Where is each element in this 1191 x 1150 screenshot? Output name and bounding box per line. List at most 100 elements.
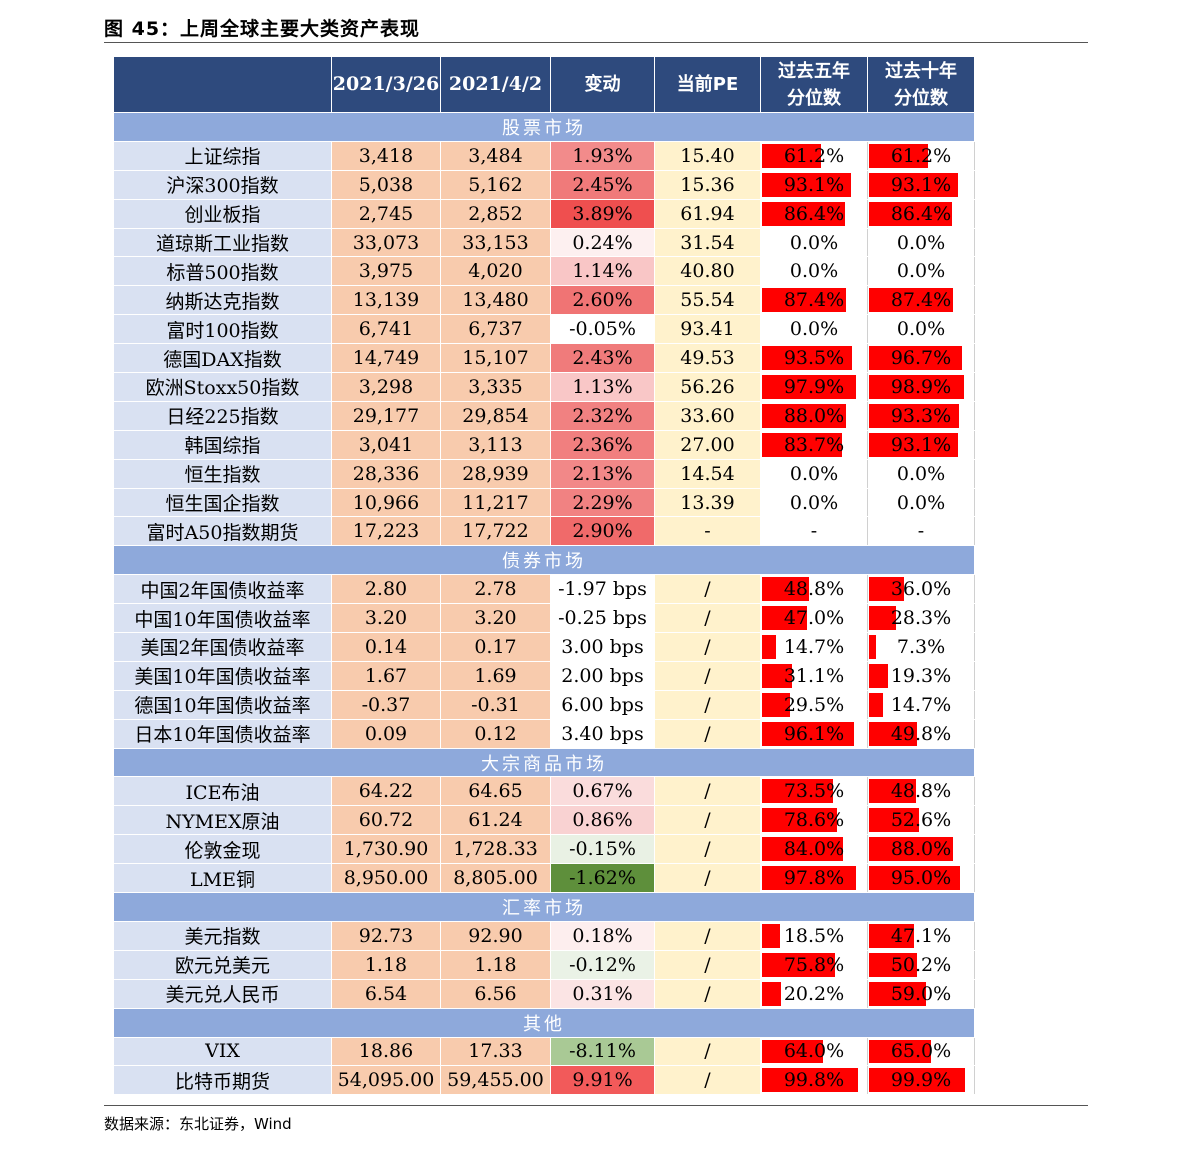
pe-cell: / [654,718,761,749]
percentile-5y-bar [762,923,780,948]
table-row: 沪深300指数 5,038 5,162 2.45% 15.36 93.1% 93.1% [113,169,975,200]
percentile-10y-value: 93.1% [890,433,952,456]
asset-name: 中国10年国债收益率 [113,603,332,634]
percentile-10y-bar [869,635,876,659]
change-cell: 2.00 bps [550,660,655,691]
value-prev-week: 2,745 [331,198,441,229]
percentile-10y-cell: 93.1% [867,169,975,200]
change-cell: 0.24% [550,227,655,258]
value-prev-week: 33,073 [331,227,441,258]
pe-cell: / [654,863,761,894]
percentile-10y-bar [869,606,897,631]
value-prev-week: 5,038 [331,169,441,200]
percentile-5y-bar [762,952,835,977]
value-prev-week: 1,730.90 [331,834,441,865]
percentile-10y-value: 28.3% [890,607,952,630]
value-prev-week: 6,741 [331,314,441,345]
value-this-week: 28,939 [440,458,551,489]
value-this-week: 1.18 [440,949,551,980]
percentile-5y-value: 47.0% [783,607,845,630]
value-this-week: 2.78 [440,574,551,605]
percentile-10y-bar [869,403,959,428]
value-prev-week: 8,950.00 [331,863,441,894]
change-cell: -1.62% [550,863,655,894]
percentile-5y-cell: 61.2% [760,140,868,171]
value-this-week: 5,162 [440,169,551,200]
percentile-5y-cell: 97.8% [760,863,868,894]
asset-name: 标普500指数 [113,256,332,287]
percentile-10y-bar [869,808,920,833]
header-date2: 2021/4/2 [440,56,551,113]
value-this-week: 61.24 [440,805,551,836]
percentile-5y-value: 87.4% [783,289,845,312]
table-row: 德国DAX指数 14,749 15,107 2.43% 49.53 93.5% 96.7% [113,343,975,374]
percentile-5y-value: 0.0% [789,462,839,485]
asset-name: 伦敦金现 [113,834,332,865]
value-prev-week: 60.72 [331,805,441,836]
percentile-5y-value: 97.9% [783,375,845,398]
percentile-5y-bar [762,721,855,746]
value-this-week: 3,335 [440,372,551,402]
asset-name: LME铜 [113,863,332,894]
percentile-10y-value: 65.0% [890,1040,952,1063]
asset-name: 纳斯达克指数 [113,285,332,316]
change-cell: -0.15% [550,834,655,865]
asset-performance-table: 2021/3/26 2021/4/2 变动 当前PE 过去五年 分位数 过去十年… [113,56,975,1096]
percentile-10y-cell: 88.0% [867,834,975,865]
percentile-5y-cell: 18.5% [760,920,868,951]
pe-cell: / [654,920,761,951]
pe-cell: / [654,1065,761,1096]
percentile-10y-value: 0.0% [896,491,946,514]
change-cell: 0.67% [550,776,655,807]
bottom-rule [104,1105,1088,1106]
percentile-10y-cell: 87.4% [867,285,975,316]
change-cell: 2.90% [550,516,655,547]
percentile-5y-bar [762,692,791,717]
value-prev-week: 17,223 [331,516,441,547]
percentile-10y-cell: - [867,516,975,547]
percentile-10y-cell: 52.6% [867,805,975,836]
asset-name: 恒生国企指数 [113,487,332,518]
percentile-5y-cell: 87.4% [760,285,868,316]
section-row: 大宗商品市场 [113,747,975,778]
percentile-10y-value: 0.0% [896,462,946,485]
percentile-10y-value: 61.2% [890,144,952,167]
change-cell: 3.40 bps [550,718,655,749]
percentile-10y-bar [869,288,953,313]
percentile-5y-bar [762,635,777,659]
percentile-10y-bar [869,837,954,862]
header-pct10-line2: 分位数 [894,87,948,109]
asset-name: 道琼斯工业指数 [113,227,332,258]
table-row: 伦敦金现 1,730.90 1,728.33 -0.15%/ 84.0% 88.0% [113,834,975,865]
asset-name: 恒生指数 [113,458,332,489]
percentile-5y-value: 20.2% [783,982,845,1005]
pe-cell: 15.40 [654,140,761,171]
value-this-week: 13,480 [440,285,551,316]
percentile-10y-bar [869,692,884,717]
percentile-10y-cell: 99.9% [867,1065,975,1096]
asset-name: 韩国综指 [113,429,332,460]
percentile-5y-value: 83.7% [783,433,845,456]
table-row: VIX 18.86 17.33 -8.11%/ 64.0% 65.0% [113,1036,975,1067]
value-prev-week: 0.09 [331,718,441,749]
pe-cell: - [654,516,761,547]
section-row: 债券市场 [113,545,975,576]
header-pct5: 过去五年 分位数 [760,56,868,113]
percentile-10y-cell: 93.3% [867,400,975,431]
table-row: 美元兑人民币 6.54 6.56 0.31%/ 20.2% 59.0% [113,978,975,1009]
percentile-5y-bar [762,663,792,688]
asset-name: 日经225指数 [113,400,332,431]
value-prev-week: 3,041 [331,429,441,460]
section-row: 汇率市场 [113,892,975,922]
table-row: 上证综指 3,418 3,484 1.93% 15.40 61.2% 61.2% [113,140,975,171]
percentile-5y-cell: 99.8% [760,1065,868,1096]
percentile-10y-value: 59.0% [890,982,952,1005]
asset-name: NYMEX原油 [113,805,332,836]
table-row: 标普500指数 3,975 4,020 1.14% 40.80 0.0% 0.0% [113,256,975,287]
pe-cell: / [654,603,761,634]
change-cell: -0.05% [550,314,655,345]
asset-name: 上证综指 [113,140,332,171]
change-cell: 2.43% [550,343,655,374]
percentile-5y-cell: 84.0% [760,834,868,865]
percentile-5y-cell: 31.1% [760,660,868,691]
